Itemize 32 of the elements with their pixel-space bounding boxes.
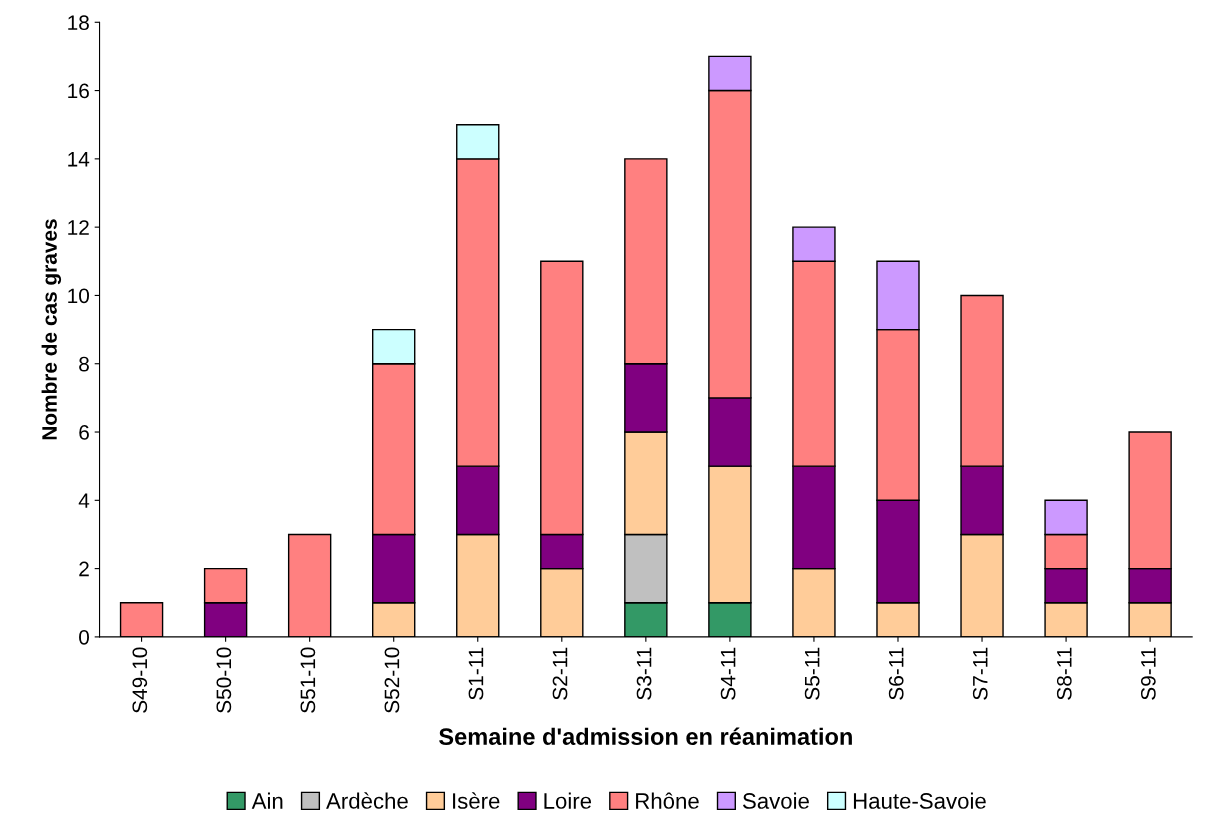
x-tick-label: S5-11 — [804, 647, 820, 700]
legend-label: Loire — [544, 792, 592, 809]
y-tick-label: 18 — [68, 15, 89, 31]
x-tick-label: S49-10 — [132, 647, 148, 713]
x-tick-label: S6-11 — [888, 647, 904, 700]
y-tick-label: 10 — [68, 288, 90, 304]
x-axis-title: Semaine d'admission en réanimation — [439, 727, 852, 746]
y-tick-label: 8 — [79, 356, 89, 372]
x-tick-label: S9-11 — [1140, 647, 1156, 700]
y-tick-label: 16 — [68, 83, 89, 99]
legend-label: Isère — [453, 792, 500, 809]
legend-label: Ardèche — [326, 792, 408, 809]
y-tick-label: 12 — [68, 220, 89, 235]
y-axis-title: Nombre de cas graves — [41, 219, 62, 440]
x-tick-label: S2-11 — [552, 647, 568, 700]
y-tick-label: 6 — [79, 425, 89, 440]
legend-label: Haute-Savoie — [853, 792, 986, 809]
x-tick-label: S7-11 — [972, 647, 988, 700]
y-tick-label: 0 — [79, 629, 90, 645]
legend-label: Rhône — [636, 792, 699, 809]
x-tick-label: S52-10 — [384, 647, 400, 713]
x-tick-label: S51-10 — [300, 647, 316, 713]
x-tick-label: S1-11 — [468, 647, 484, 700]
x-tick-label: S4-11 — [720, 647, 736, 700]
legend-label: Savoie — [742, 792, 809, 809]
legend-label: Ain — [251, 792, 283, 809]
x-tick-label: S50-10 — [216, 647, 232, 713]
y-tick-label: 4 — [78, 493, 90, 508]
y-tick-label: 2 — [79, 561, 89, 577]
x-tick-label: S3-11 — [636, 647, 652, 700]
x-tick-label: S8-11 — [1056, 647, 1072, 700]
y-tick-label: 14 — [68, 152, 90, 167]
